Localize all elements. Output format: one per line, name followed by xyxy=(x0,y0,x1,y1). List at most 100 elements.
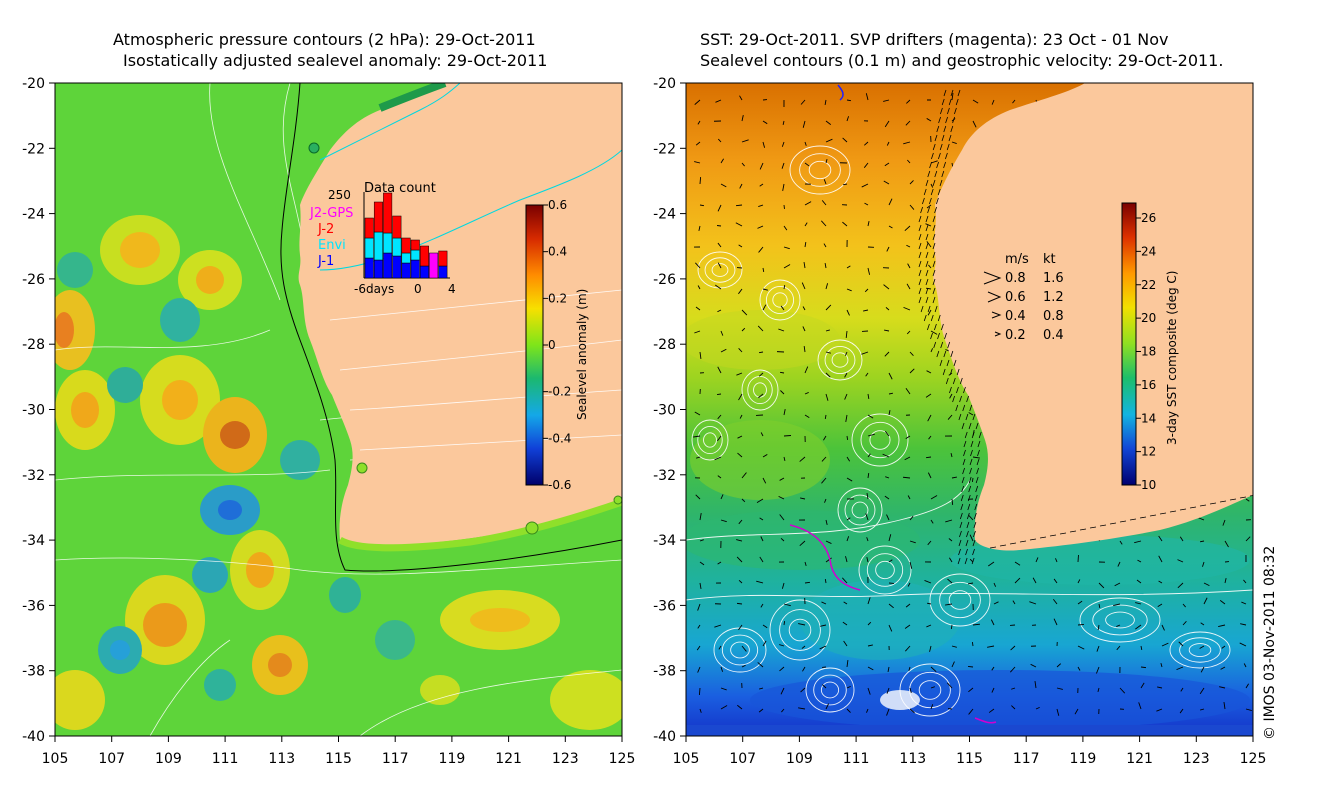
velocity-arrow xyxy=(1053,618,1058,626)
inset-xlabel-end: 4 xyxy=(448,282,456,296)
left-title-line1: Atmospheric pressure contours (2 hPa): 2… xyxy=(113,30,536,49)
velocity-arrow xyxy=(1239,496,1247,499)
velocity-arrow xyxy=(1140,645,1143,651)
velocity-arrow xyxy=(945,519,953,523)
velocity-legend-ms: 0.8 xyxy=(1005,271,1026,286)
velocity-arrow xyxy=(782,183,785,191)
lon-tick-label: 119 xyxy=(1070,751,1097,767)
velocity-arrow xyxy=(757,225,764,229)
velocity-arrow xyxy=(930,183,934,188)
velocity-arrow xyxy=(976,467,979,475)
velocity-arrow xyxy=(923,314,927,322)
velocity-arrow xyxy=(756,498,764,503)
velocity-arrow xyxy=(1239,642,1247,647)
eddy-contour xyxy=(939,581,981,619)
tide-gauge-marker xyxy=(356,462,368,474)
velocity-arrow xyxy=(968,412,974,416)
velocity-arrow xyxy=(699,539,704,542)
velocity-arrow xyxy=(977,440,981,448)
velocity-arrow xyxy=(1158,555,1163,563)
inset-bar xyxy=(392,215,402,239)
velocity-arrow xyxy=(966,512,970,520)
velocity-arrow xyxy=(738,579,743,584)
velocity-arrow xyxy=(920,305,924,313)
velocity-arrow xyxy=(940,341,944,349)
eddy-contour xyxy=(1179,637,1221,663)
velocity-arrow xyxy=(918,242,922,250)
velocity-arrow xyxy=(927,206,930,214)
velocity-arrow xyxy=(929,161,932,169)
velocity-legend-kt: 0.4 xyxy=(1043,328,1064,343)
velocity-arrow xyxy=(697,120,701,125)
velocity-arrow xyxy=(844,372,848,378)
lat-tick-label: -26 xyxy=(22,272,45,288)
velocity-arrow xyxy=(801,282,806,290)
velocity-arrow xyxy=(1035,706,1040,710)
velocity-arrow xyxy=(739,95,743,101)
velocity-arrow xyxy=(1032,577,1037,584)
eddy-contour xyxy=(704,257,736,283)
velocity-arrow xyxy=(932,224,936,232)
velocity-arrow xyxy=(714,624,722,628)
velocity-arrow xyxy=(926,241,932,248)
velocity-arrow xyxy=(1240,623,1247,626)
velocity-arrow xyxy=(943,89,947,97)
velocity-arrow xyxy=(993,582,997,587)
velocity-arrow xyxy=(951,93,954,101)
velocity-arrow xyxy=(825,393,829,401)
velocity-arrow xyxy=(800,687,806,693)
velocity-arrow xyxy=(886,687,890,694)
cb-tick-label: -0.6 xyxy=(548,478,571,492)
lat-tick-label: -34 xyxy=(22,533,45,549)
velocity-arrow xyxy=(888,534,892,542)
velocity-arrow xyxy=(802,326,806,332)
velocity-arrow xyxy=(909,561,913,569)
svp-drifter-track xyxy=(837,84,844,101)
velocity-arrow xyxy=(925,278,929,286)
velocity-arrow xyxy=(902,476,911,479)
velocity-arrow xyxy=(762,141,766,148)
velocity-arrow xyxy=(945,116,948,124)
velocity-legend-ms: 0.2 xyxy=(1005,328,1026,343)
velocity-arrow xyxy=(884,120,890,128)
australia-landmass xyxy=(933,83,1253,551)
velocity-arrow xyxy=(825,304,832,311)
velocity-arrow xyxy=(1098,582,1105,589)
velocity-arrow xyxy=(802,306,806,311)
velocity-arrow xyxy=(969,534,974,542)
velocity-arrow xyxy=(956,386,959,394)
sealevel-contours xyxy=(686,145,1253,717)
eddy-contour xyxy=(858,545,912,595)
velocity-arrow xyxy=(1059,532,1067,535)
velocity-arrow xyxy=(1056,708,1060,716)
velocity-arrow xyxy=(844,351,848,356)
velocity-arrow xyxy=(930,495,938,500)
eddy-contour xyxy=(831,352,849,368)
inset-bar xyxy=(373,259,383,279)
velocity-arrow xyxy=(939,143,943,151)
inset-title: Data count xyxy=(364,181,436,196)
velocity-arrow xyxy=(1011,687,1016,690)
velocity-arrow xyxy=(975,476,979,484)
velocity-arrow xyxy=(904,624,911,629)
cb-tick-label: 0 xyxy=(548,338,556,352)
velocity-arrow xyxy=(821,456,827,462)
velocity-arrow xyxy=(741,664,746,668)
velocity-arrow xyxy=(925,269,929,277)
velocity-arrow xyxy=(1177,559,1184,563)
cb-tick-label: 18 xyxy=(1141,345,1156,359)
velocity-arrow xyxy=(820,624,827,627)
velocity-arrow xyxy=(909,351,914,356)
velocity-arrow xyxy=(741,472,747,479)
velocity-arrow xyxy=(736,539,743,542)
velocity-arrow xyxy=(954,107,957,115)
velocity-arrow xyxy=(1129,518,1137,521)
velocity-arrow xyxy=(904,225,911,232)
velocity-arrow xyxy=(741,645,747,652)
velocity-arrow xyxy=(887,666,890,672)
eddy-contour xyxy=(824,345,856,375)
cb-tick-label: 24 xyxy=(1141,244,1156,258)
velocity-arrow xyxy=(918,287,922,295)
eddy-contour xyxy=(730,641,750,659)
velocity-arrow xyxy=(1222,519,1226,526)
